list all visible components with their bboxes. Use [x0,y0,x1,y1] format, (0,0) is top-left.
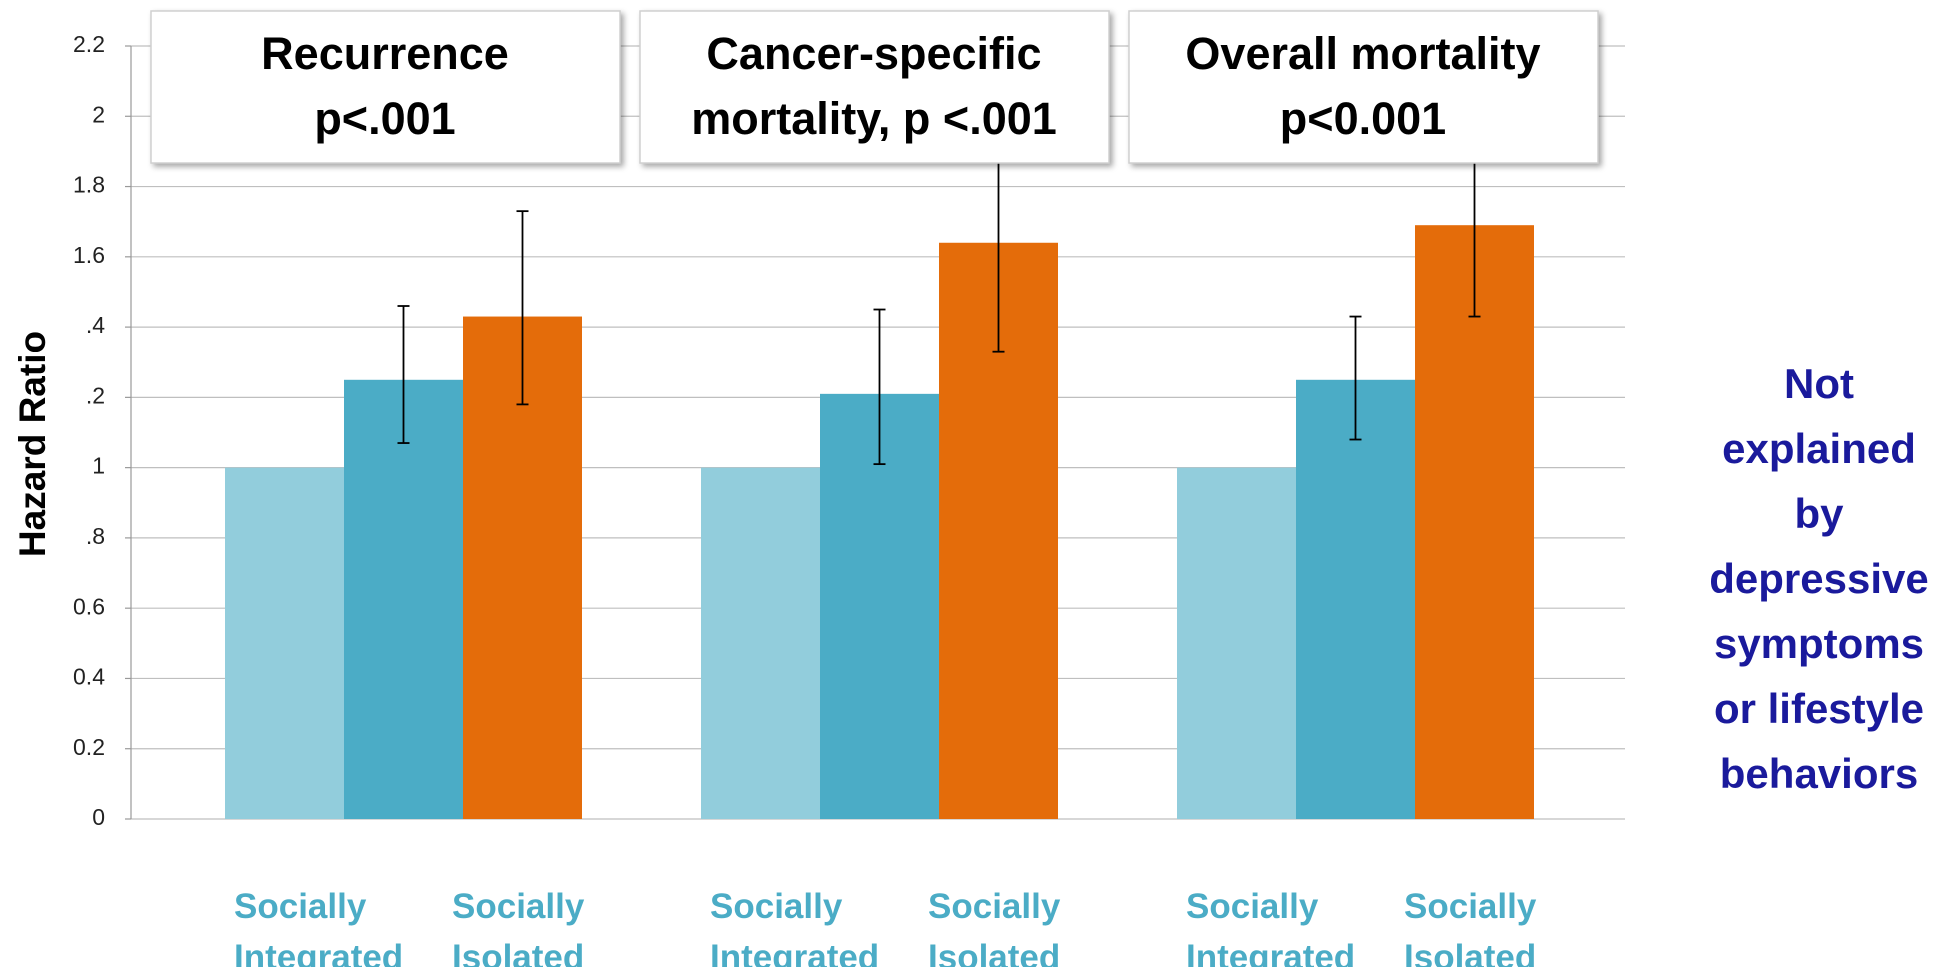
y-tick-label: 0.4 [73,664,105,690]
y-axis-label: Hazard Ratio [12,331,53,557]
annotation-box [150,10,621,164]
y-tick-label: 1.6 [73,242,105,268]
side-note: explained [1722,425,1916,472]
annotation-text: Recurrence [261,28,509,79]
annotation-box [639,10,1110,164]
y-tick-label: .2 [86,382,105,408]
bar [1177,467,1296,819]
bar-label: Socially Integrated [1186,887,1355,967]
bar [344,379,463,819]
y-tick-label: 0.6 [73,593,105,619]
y-tick-label: 2 [92,101,105,127]
bar [1296,379,1415,819]
bar-label: Socially Integrated [234,887,403,967]
side-note: behaviors [1720,750,1918,797]
bar-label: Socially Isolated [452,887,585,967]
side-note: symptoms [1714,620,1924,667]
annotation-text: Cancer-specific [706,28,1041,79]
annotation-box [1128,10,1599,164]
y-tick-label: 1 [92,453,105,479]
y-tick-label: 0 [92,804,105,830]
y-tick-label: 0.2 [73,734,105,760]
annotation-text: p<0.001 [1280,93,1446,144]
annotation-text: p<.001 [314,93,455,144]
y-tick-label: 1.8 [73,172,105,198]
bar [225,467,344,819]
y-tick-label: 2.2 [73,31,105,57]
y-tick-label: .4 [86,312,105,338]
side-note: depressive [1709,555,1928,602]
bar-label: Socially Isolated [928,887,1061,967]
side-note: Not [1784,360,1854,407]
bar-label: Socially Integrated [710,887,879,967]
bar [701,467,820,819]
bar [1415,225,1534,820]
annotation-text: Overall mortality [1185,28,1540,79]
side-note: or lifestyle [1714,685,1924,732]
y-tick-label: .8 [86,523,105,549]
annotation-text: mortality, p <.001 [691,93,1057,144]
bar-label: Socially Isolated [1404,887,1537,967]
side-note: by [1794,490,1844,537]
